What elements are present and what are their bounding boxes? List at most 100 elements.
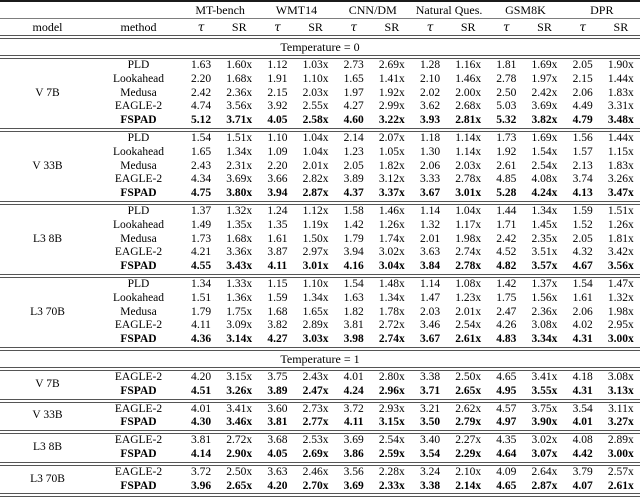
method-cell: Lookahead — [112, 145, 165, 158]
value-cell: 2.43 — [191, 159, 212, 172]
value-cell: 3.63 — [258, 461, 297, 480]
sr-col-header: SR — [296, 18, 335, 39]
value-cell: 5.12 — [191, 114, 212, 127]
value-cell: 3.26x — [607, 173, 634, 186]
value-cell: 1.69x — [525, 128, 564, 146]
value-cell: 1.32x — [220, 200, 259, 219]
value-cell: 4.36 — [191, 333, 212, 346]
value-cell: 3.15x — [378, 416, 405, 429]
method-cell: PLD — [95, 55, 182, 73]
value-cell: 3.62 — [419, 100, 441, 113]
value-cell: 3.51x — [531, 246, 558, 259]
value-cell: 2.06 — [572, 86, 593, 99]
value-cell: 3.33 — [419, 173, 441, 186]
group-header: CNN/DM — [334, 1, 411, 19]
value-cell: 1.24 — [258, 200, 297, 219]
value-cell: 1.73 — [191, 232, 212, 245]
value-cell: 3.56x — [607, 260, 634, 273]
value-cell: 2.61 — [496, 159, 517, 172]
method-cell: FSPAD — [120, 384, 157, 397]
value-cell: 4.32 — [572, 246, 593, 259]
value-cell: 1.63 — [343, 291, 364, 304]
value-cell: 3.14x — [226, 333, 253, 346]
method-cell: FSPAD — [120, 333, 157, 346]
value-cell: 1.15 — [258, 273, 297, 292]
value-cell: 2.50 — [496, 86, 517, 99]
value-cell: 2.87x — [302, 187, 329, 200]
value-cell: 3.75x — [525, 398, 564, 417]
tau-col-header: τ — [487, 18, 526, 39]
value-cell: 2.73 — [334, 55, 373, 73]
method-cell: EAGLE-2 — [95, 430, 182, 448]
value-cell: 1.32 — [419, 218, 441, 231]
table-row: Lookahead 1.65 1.34x 1.09 1.04x 1.23 1.05x 1.30… — [0, 146, 640, 160]
value-cell: 1.82 — [343, 305, 364, 318]
value-cell: 3.02x — [525, 430, 564, 448]
value-cell: 4.97 — [496, 416, 517, 429]
value-cell: 2.46x — [296, 461, 335, 480]
value-cell: 1.90x — [601, 55, 640, 73]
value-cell: 4.13 — [572, 187, 593, 200]
value-cell: 3.90x — [531, 416, 558, 429]
method-cell: Medusa — [120, 305, 157, 318]
value-cell: 3.55x — [531, 384, 558, 397]
value-cell: 3.08x — [531, 319, 558, 332]
value-cell: 2.95x — [607, 319, 634, 332]
value-cell: 2.61x — [607, 479, 634, 492]
value-cell: 2.54x — [372, 430, 411, 448]
value-cell: 3.15x — [220, 366, 259, 385]
table-row: Lookahead 1.49 1.35x 1.35 1.19x 1.42 1.26x 1.32… — [0, 219, 640, 233]
tau-col-header: τ — [182, 18, 221, 39]
value-cell: 4.30 — [191, 416, 212, 429]
value-cell: 4.24x — [531, 187, 558, 200]
value-cell: 4.07 — [572, 479, 593, 492]
table-row: FSPAD 4.51 3.26x 3.89 2.47x 4.24 2.96x 3.71 2.65… — [0, 385, 640, 401]
method-cell: EAGLE-2 — [95, 398, 182, 417]
value-cell: 3.89 — [267, 384, 288, 397]
value-cell: 3.92 — [267, 100, 288, 113]
value-cell: 4.20 — [182, 366, 221, 385]
value-cell: 3.80x — [226, 187, 253, 200]
value-cell: 1.98x — [607, 305, 634, 318]
section-title-row: Temperature = 1 — [0, 346, 640, 371]
method-cell: Lookahead — [112, 291, 165, 304]
model-cell: V 33B — [0, 398, 95, 433]
value-cell: 3.38 — [419, 479, 441, 492]
value-cell: 3.02x — [378, 246, 405, 259]
value-cell: 1.79 — [191, 305, 212, 318]
value-cell: 4.65 — [496, 479, 517, 492]
value-cell: 1.35x — [226, 218, 253, 231]
value-cell: 1.59 — [267, 291, 288, 304]
value-cell: 1.34x — [378, 291, 405, 304]
value-cell: 4.60 — [343, 114, 364, 127]
table-row: EAGLE-2 4.74 3.56x 3.92 2.55x 4.27 2.99x 3.62 2.… — [0, 100, 640, 114]
value-cell: 1.30 — [419, 145, 441, 158]
value-cell: 3.01x — [455, 187, 482, 200]
value-cell: 1.65x — [302, 305, 329, 318]
value-cell: 2.70x — [302, 479, 329, 492]
value-cell: 1.97x — [531, 72, 558, 85]
value-cell: 3.11x — [601, 398, 640, 417]
table-row: FSPAD 4.14 2.90x 4.05 2.69x 3.86 2.59x 3.54 2.29… — [0, 448, 640, 464]
value-cell: 4.09 — [487, 461, 526, 480]
value-cell: 2.97x — [302, 246, 329, 259]
value-cell: 2.27x — [449, 430, 488, 448]
section-title: Temperature = 0 — [0, 35, 640, 59]
value-cell: 1.81 — [487, 55, 526, 73]
value-cell: 2.61x — [455, 333, 482, 346]
value-cell: 4.85 — [496, 173, 517, 186]
table-row: V 7B EAGLE-2 4.20 3.15x 3.75 2.43x 4.01 2.80x 3.… — [0, 366, 640, 401]
value-cell: 3.81 — [267, 416, 288, 429]
value-cell: 2.72x — [378, 319, 405, 332]
group-header: WMT14 — [258, 1, 335, 19]
value-cell: 2.87x — [531, 479, 558, 492]
table-row: Lookahead 2.20 1.68x 1.91 1.10x 1.65 1.41x 2.10… — [0, 73, 640, 87]
value-cell: 1.44x — [601, 128, 640, 146]
value-cell: 4.31 — [572, 384, 593, 397]
value-cell: 2.93x — [372, 398, 411, 417]
value-cell: 1.26x — [607, 218, 634, 231]
value-cell: 2.06 — [572, 305, 593, 318]
value-cell: 2.10 — [419, 72, 441, 85]
